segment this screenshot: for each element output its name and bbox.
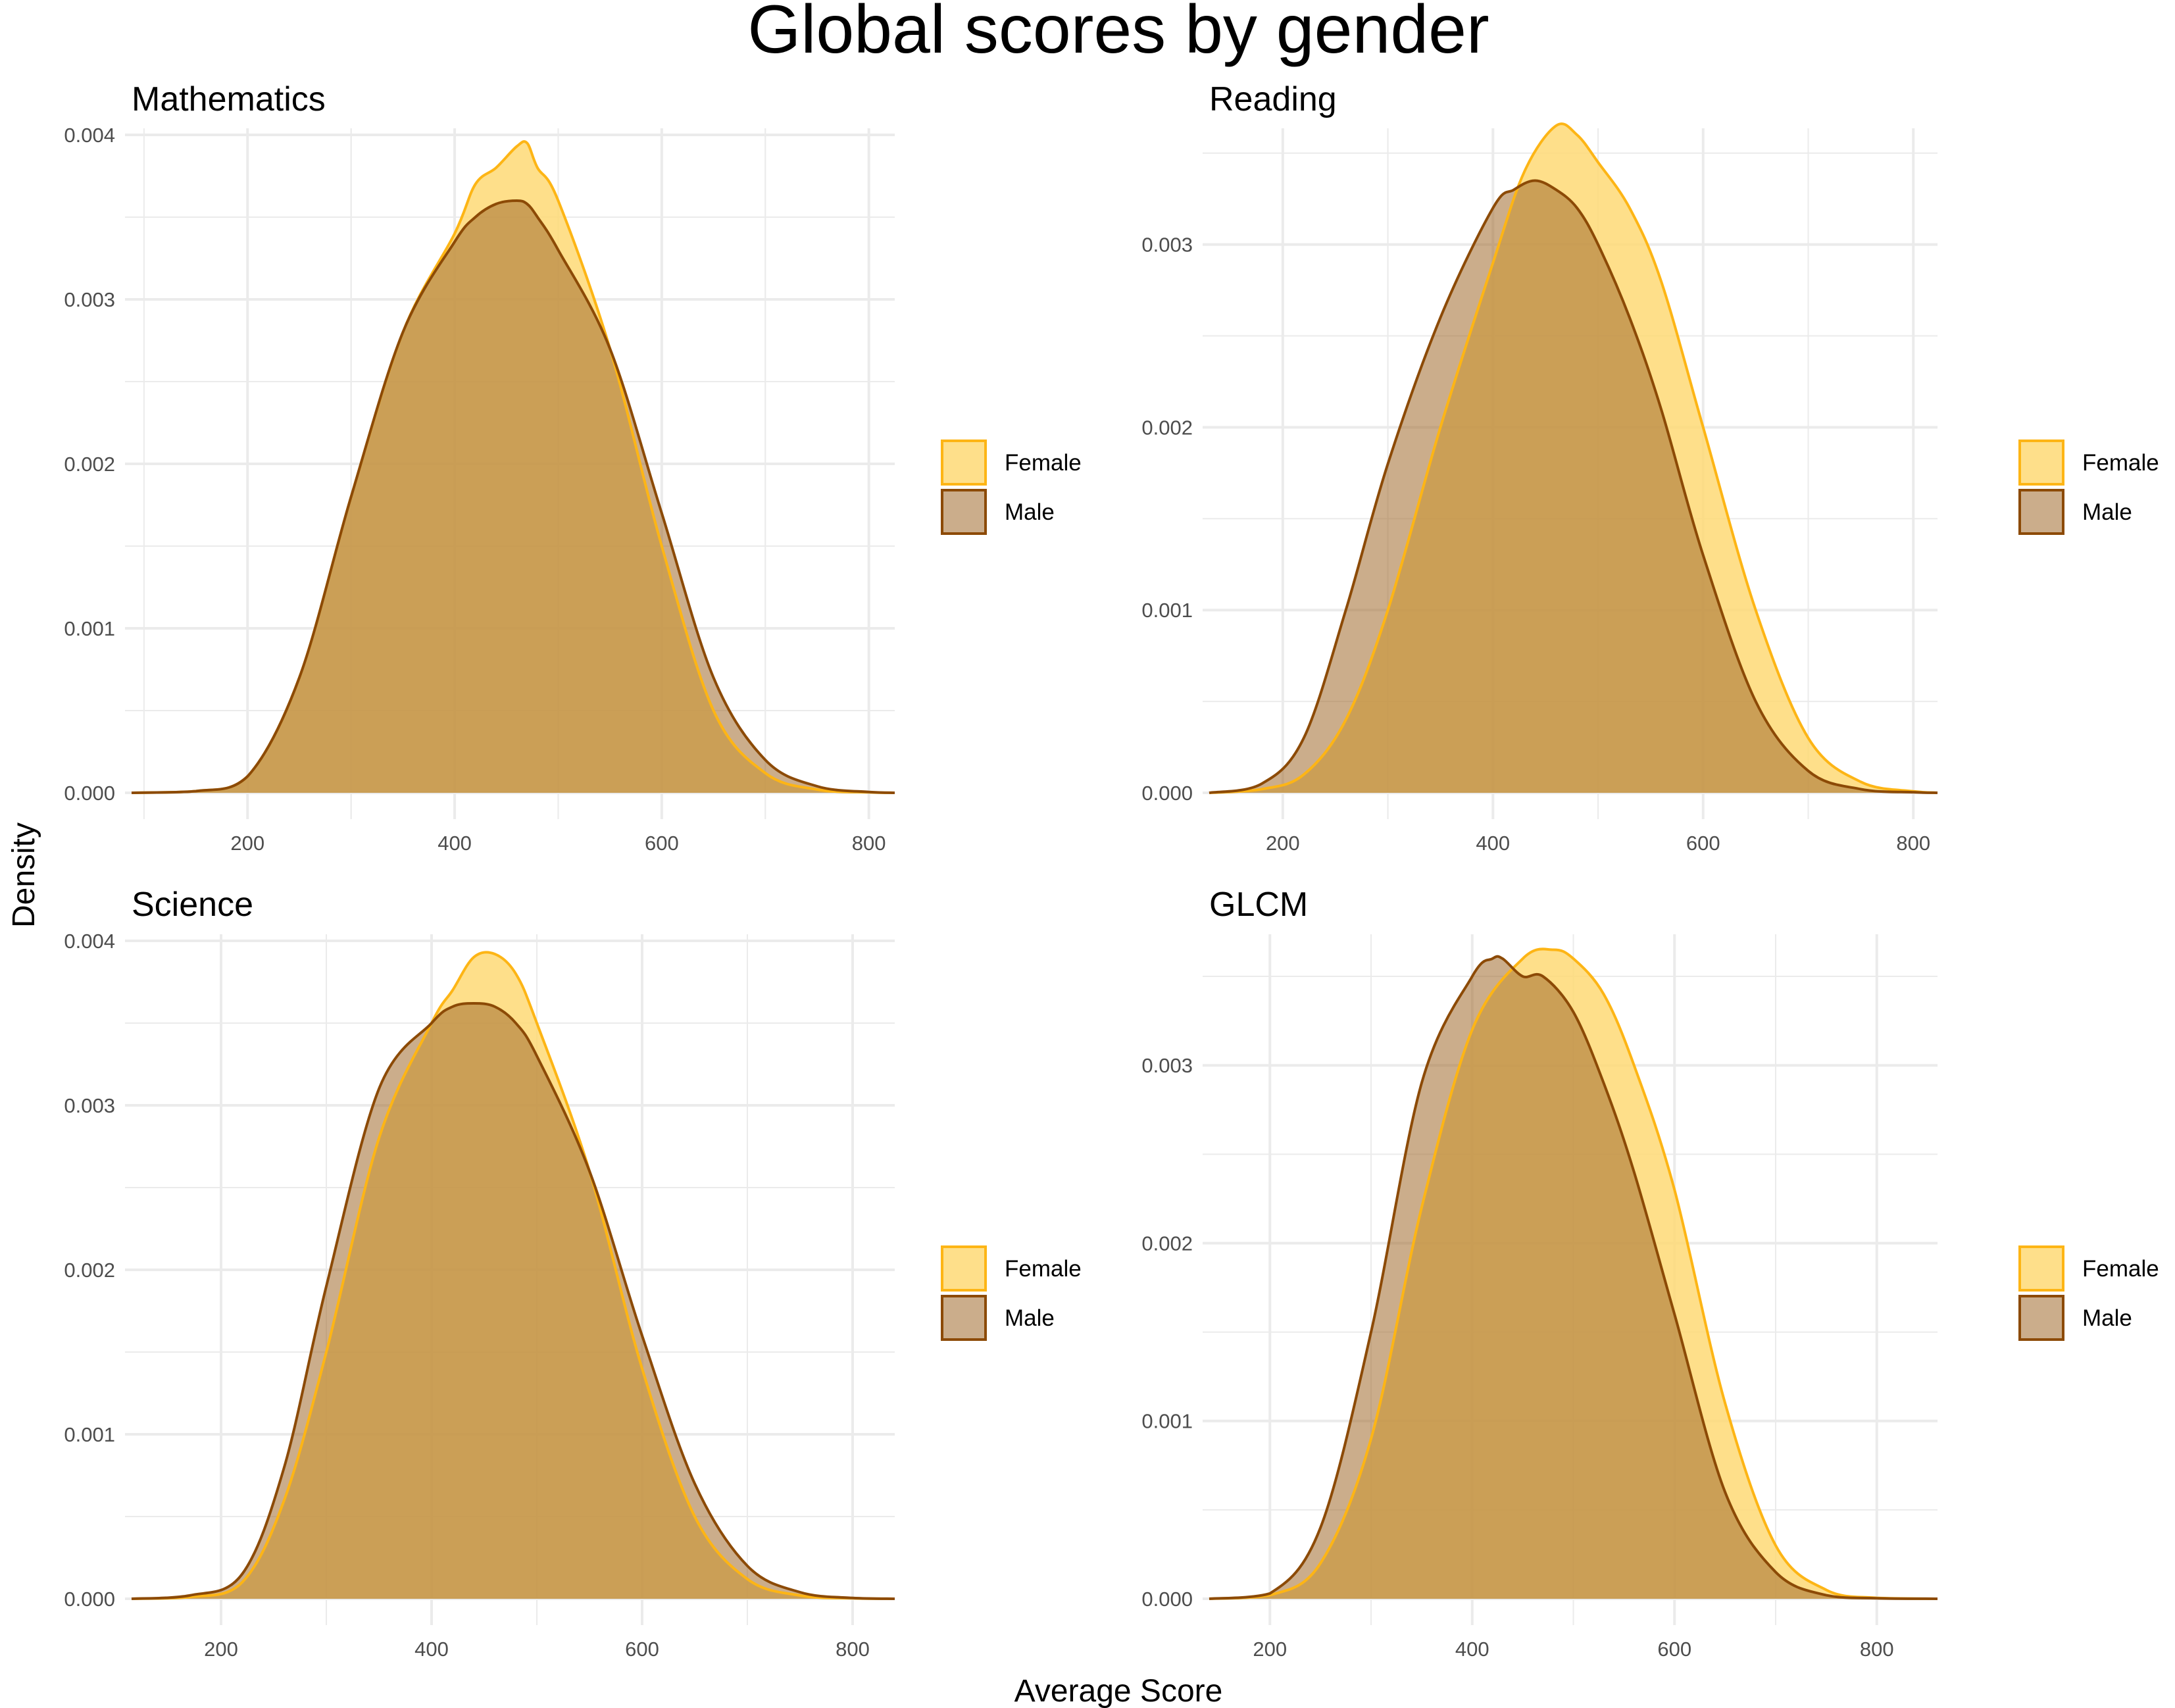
density-line-male <box>1209 955 1938 1600</box>
legend-key-male <box>2018 489 2064 535</box>
legend: Female Male <box>941 1245 1082 1341</box>
legend-label-male: Male <box>1005 499 1055 525</box>
density-area-male <box>132 1003 895 1599</box>
y-tick-label: 0.000 <box>64 782 115 805</box>
panel-glcm: 200 400 600 800 0.000 0.001 0.002 0.003 GLCM Fema… <box>1141 886 2159 1661</box>
x-tick-label: 200 <box>1253 1638 1287 1661</box>
panel-title: Mathematics <box>132 80 326 118</box>
y-tick-label: 0.001 <box>1141 599 1193 622</box>
legend-key-female <box>941 1245 987 1292</box>
y-tick-label: 0.000 <box>1141 1588 1193 1611</box>
x-axis-label: Average Score <box>1014 1674 1223 1708</box>
legend: Female Male <box>2018 440 2159 535</box>
density-line-male <box>131 1002 895 1600</box>
y-tick-label: 0.001 <box>64 617 115 640</box>
x-tick-label: 600 <box>1657 1638 1691 1661</box>
legend-key-female <box>2018 1245 2064 1292</box>
legend-key-male <box>941 489 987 535</box>
density-line-female <box>131 951 895 1600</box>
y-tick-label: 0.002 <box>64 1259 115 1282</box>
y-tick-label: 0.003 <box>64 1094 115 1117</box>
y-tick-label: 0.003 <box>1141 234 1193 257</box>
density-area-male <box>1209 180 1938 793</box>
panel-title: Reading <box>1209 80 1337 118</box>
y-tick-label: 0.003 <box>64 288 115 311</box>
x-tick-label: 400 <box>1455 1638 1489 1661</box>
panel-reading: 200 400 600 800 0.000 0.001 0.002 0.003 Reading F… <box>1141 80 2159 855</box>
y-tick-label: 0.004 <box>64 930 115 953</box>
x-tick-label: 200 <box>230 832 264 855</box>
density-line-male <box>1209 179 1938 794</box>
density-line-male <box>131 199 895 794</box>
legend-label-female: Female <box>2082 450 2159 476</box>
legend-label-female: Female <box>1005 450 1082 476</box>
x-tick-label: 600 <box>1686 832 1720 855</box>
x-tick-label: 400 <box>414 1638 449 1661</box>
legend-label-male: Male <box>2082 499 2132 525</box>
x-tick-label: 600 <box>645 832 679 855</box>
x-tick-label: 600 <box>625 1638 659 1661</box>
y-tick-label: 0.002 <box>1141 416 1193 439</box>
legend-key-male <box>941 1295 987 1341</box>
x-tick-label: 200 <box>204 1638 238 1661</box>
y-tick-label: 0.000 <box>64 1588 115 1611</box>
x-tick-label: 400 <box>438 832 472 855</box>
legend: Female Male <box>941 440 1082 535</box>
figure-title: Global scores by gender <box>747 0 1489 68</box>
panel-title: Science <box>132 886 253 924</box>
density-line-female <box>1209 122 1938 794</box>
legend: Female Male <box>2018 1245 2159 1341</box>
legend-label-male: Male <box>2082 1305 2132 1331</box>
y-axis-label: Density <box>7 822 41 928</box>
panel-science: 200 400 600 800 0.000 0.001 0.002 0.003 0.004 Sci… <box>64 886 1081 1661</box>
legend-key-male <box>2018 1295 2064 1341</box>
x-tick-label: 800 <box>1896 832 1930 855</box>
y-tick-label: 0.002 <box>64 453 115 476</box>
x-tick-label: 200 <box>1266 832 1300 855</box>
legend-key-female <box>2018 440 2064 486</box>
density-area-male <box>1209 956 1938 1599</box>
panel-title: GLCM <box>1209 886 1308 924</box>
legend-key-female <box>941 440 987 486</box>
x-tick-label: 800 <box>836 1638 870 1661</box>
panels: 200 400 600 800 0.000 0.001 0.002 0.003 0.004 Mat… <box>64 80 2159 1661</box>
legend-label-female: Female <box>2082 1256 2159 1282</box>
x-tick-label: 800 <box>1860 1638 1894 1661</box>
density-line-female <box>1209 947 1938 1600</box>
legend-label-male: Male <box>1005 1305 1055 1331</box>
legend-label-female: Female <box>1005 1256 1082 1282</box>
y-tick-label: 0.002 <box>1141 1232 1193 1255</box>
x-tick-label: 400 <box>1476 832 1510 855</box>
y-tick-label: 0.004 <box>64 124 115 147</box>
density-area-male <box>132 201 895 793</box>
y-tick-label: 0.001 <box>64 1423 115 1446</box>
y-tick-label: 0.001 <box>1141 1410 1193 1433</box>
panel-mathematics: 200 400 600 800 0.000 0.001 0.002 0.003 0.004 Mat… <box>64 80 1081 855</box>
y-tick-label: 0.000 <box>1141 782 1193 805</box>
y-tick-label: 0.003 <box>1141 1054 1193 1077</box>
x-tick-label: 800 <box>852 832 886 855</box>
